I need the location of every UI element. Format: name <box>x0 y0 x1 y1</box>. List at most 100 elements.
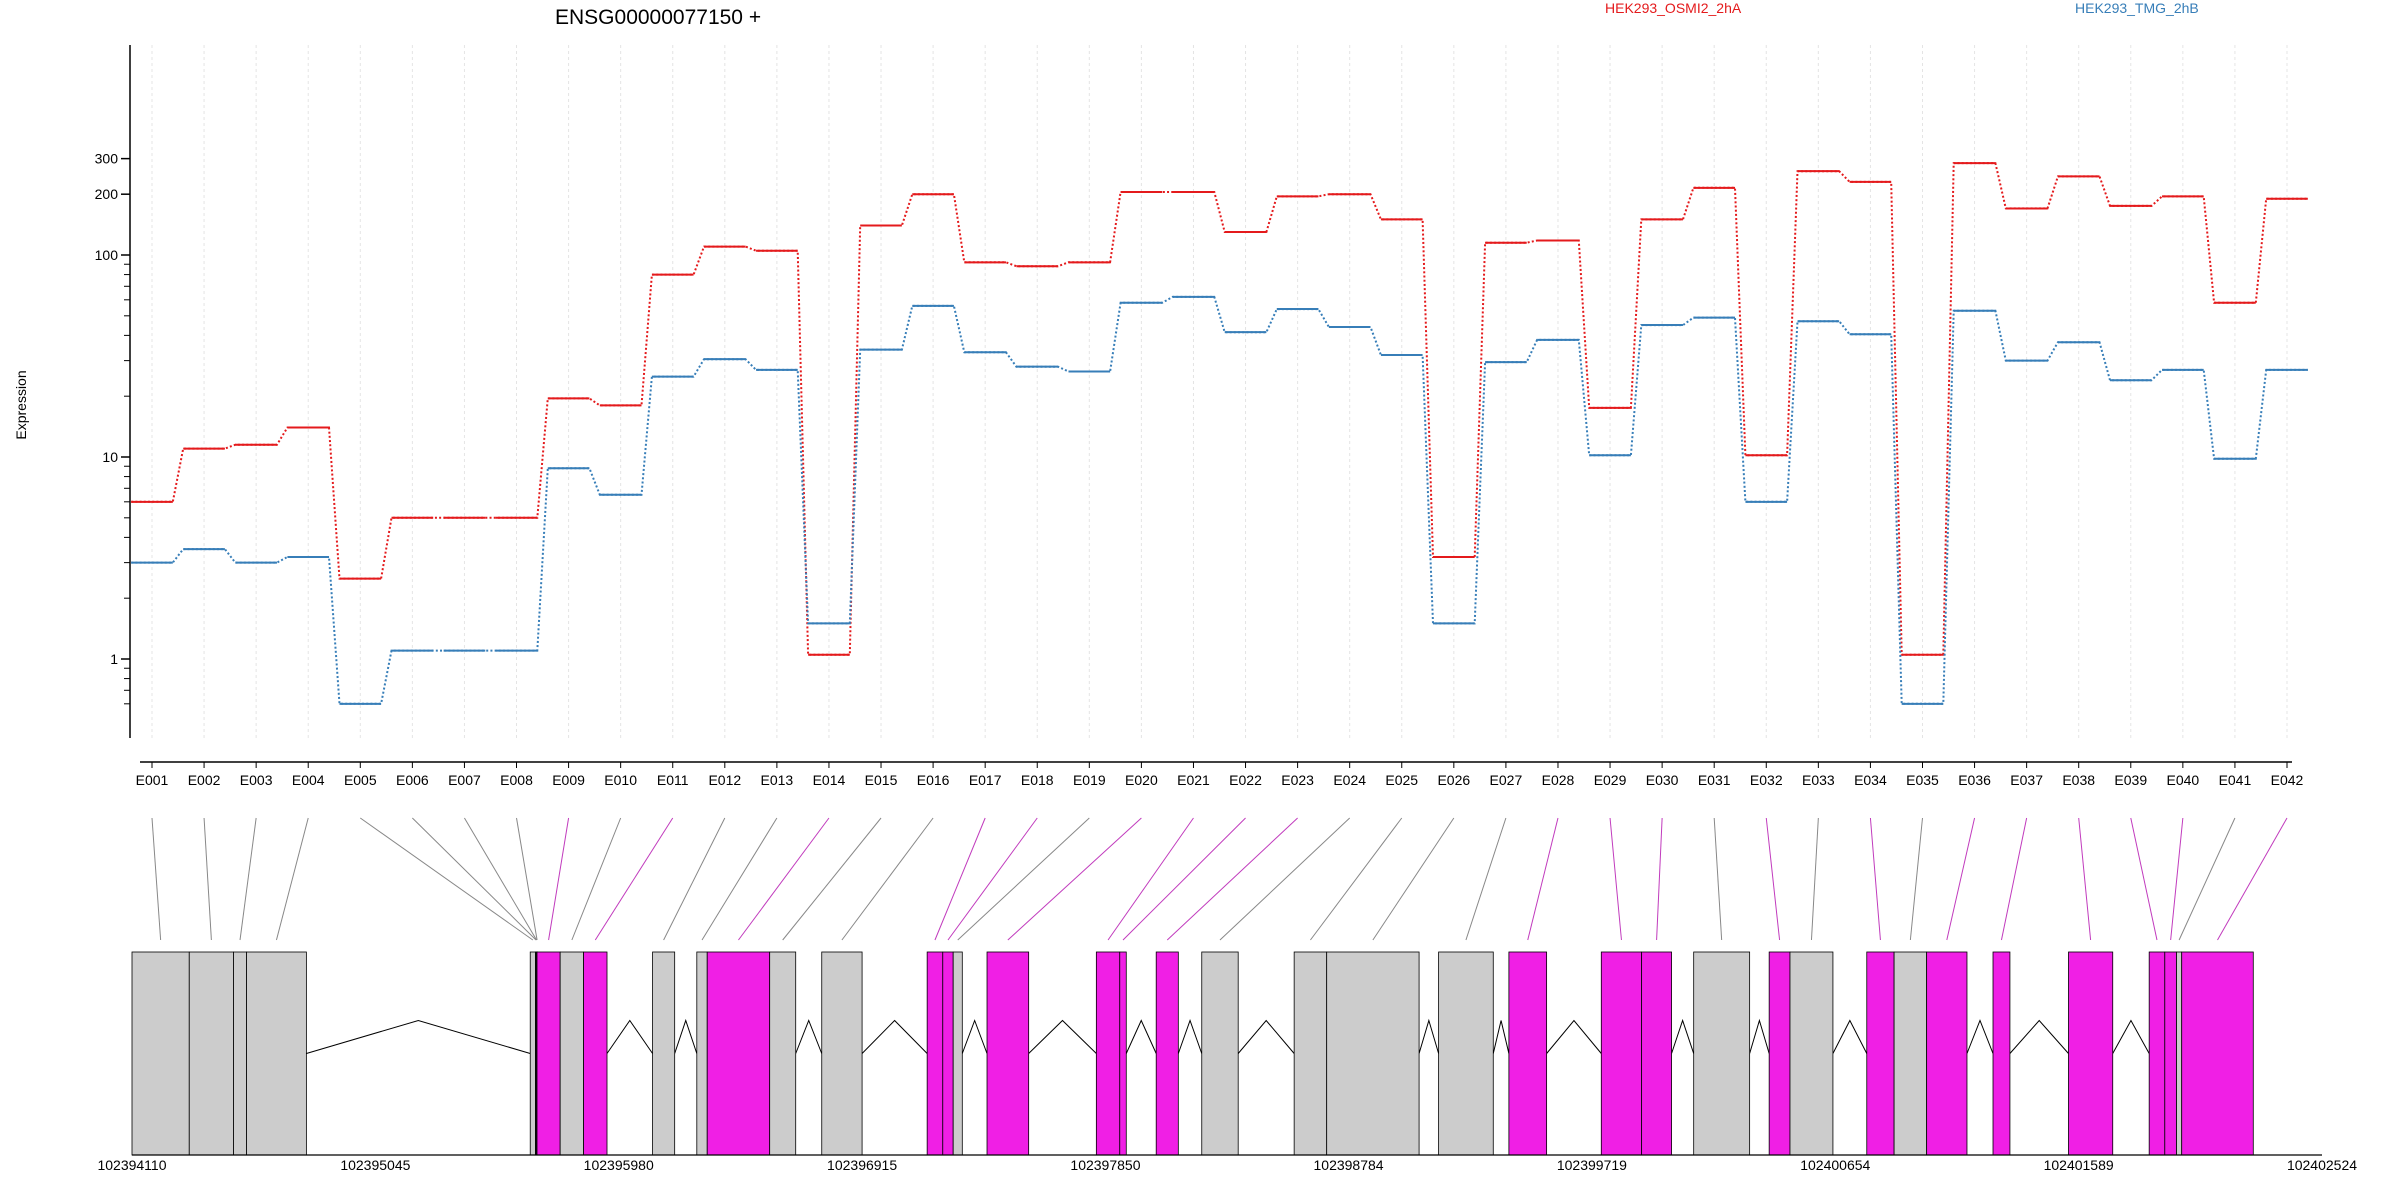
exon-connector <box>1166 817 1298 941</box>
coordinate-label: 102394110 <box>97 1157 166 1173</box>
exon-connector <box>151 817 162 941</box>
x-tick-label: E026 <box>1437 772 1470 788</box>
coordinate-label: 102396915 <box>827 1157 897 1173</box>
x-tick-label: E030 <box>1646 772 1679 788</box>
exon-box <box>1893 951 1928 1156</box>
exon-box <box>2176 951 2183 1156</box>
exon-box <box>1693 951 1751 1156</box>
x-tick-label: E032 <box>1750 772 1783 788</box>
exon-connector <box>1107 817 1194 941</box>
coordinate-label: 102402524 <box>2287 1157 2357 1173</box>
exon-connector <box>947 817 1038 941</box>
y-tick-label: 300 <box>95 151 119 167</box>
exon-connector <box>841 817 934 941</box>
exon-box <box>1326 951 1420 1156</box>
x-tick-label: E005 <box>344 772 377 788</box>
exon-box <box>233 951 247 1156</box>
exon-connector <box>1527 817 1559 941</box>
x-tick-label: E019 <box>1073 772 1106 788</box>
exon-box <box>926 951 944 1156</box>
exon-box <box>696 951 708 1156</box>
exon-connector <box>239 817 257 941</box>
exon-box <box>942 951 954 1156</box>
x-tick-label: E040 <box>2167 772 2200 788</box>
exon-connector <box>1765 817 1781 941</box>
intron-line <box>1177 1019 1203 1054</box>
intron-line <box>2009 1019 2069 1054</box>
intron-line <box>1671 1018 1695 1054</box>
intron-line <box>1418 1018 1440 1054</box>
x-tick-label: E028 <box>1542 772 1575 788</box>
exon-box <box>652 951 676 1156</box>
exon-connector <box>1656 817 1663 941</box>
exon-box <box>131 951 190 1156</box>
intron-line <box>606 1019 653 1054</box>
intron-line <box>306 1019 531 1054</box>
exon-box <box>529 951 536 1156</box>
exon-box <box>2068 951 2114 1156</box>
exon-box <box>1438 951 1494 1156</box>
exon-connector <box>701 817 778 941</box>
x-tick-label: E016 <box>917 772 950 788</box>
exon-connector <box>1713 817 1723 941</box>
x-tick-label: E021 <box>1177 772 1210 788</box>
exon-box <box>1866 951 1895 1156</box>
x-tick-label: E011 <box>657 772 689 788</box>
chart-title: ENSG00000077150 + <box>555 6 761 29</box>
exon-connector <box>934 817 986 941</box>
y-axis: 1 10 100 200 300 <box>95 45 131 738</box>
exon-connector <box>412 817 537 941</box>
coordinate-label: 102401589 <box>2044 1157 2114 1173</box>
exon-box <box>986 951 1030 1156</box>
exon-connector <box>1122 817 1246 941</box>
exon-connector <box>1007 817 1142 941</box>
exon-connector <box>1609 817 1622 941</box>
intron-line <box>1028 1019 1097 1054</box>
x-tick-label: E014 <box>813 772 846 788</box>
coordinate-label: 102399719 <box>1557 1157 1627 1173</box>
exon-connector <box>464 817 537 941</box>
exon-box <box>246 951 307 1156</box>
exon-connector <box>2217 817 2288 941</box>
series-lines <box>131 162 2308 705</box>
legend-entry-osmi2: HEK293_OSMI2_2hA <box>1605 0 1742 16</box>
exon-connector <box>782 817 882 941</box>
intron-line <box>961 1019 988 1054</box>
y-tick-label: 10 <box>102 449 118 465</box>
exon-box <box>2164 951 2177 1156</box>
exon-box <box>1201 951 1239 1156</box>
x-tick-label: E010 <box>604 772 637 788</box>
exon-box <box>536 951 561 1156</box>
exon-connector <box>1372 817 1455 941</box>
exon-connector <box>1219 817 1351 941</box>
coordinate-label: 102398784 <box>1314 1157 1384 1173</box>
intron-line <box>1966 1019 1994 1054</box>
exon-connector <box>2000 817 2028 941</box>
intron-line <box>1749 1018 1770 1054</box>
exon-box <box>583 951 608 1156</box>
exon-connector <box>2170 817 2184 941</box>
x-tick-label: E039 <box>2114 772 2147 788</box>
series-line <box>131 295 2308 705</box>
x-tick-label: E020 <box>1125 772 1158 788</box>
exon-connector <box>2178 817 2236 941</box>
x-tick-label: E009 <box>552 772 585 788</box>
x-tick-label: E012 <box>708 772 741 788</box>
exon-connector <box>2078 817 2092 941</box>
x-tick-label: E035 <box>1906 772 1939 788</box>
x-tick-label: E027 <box>1490 772 1523 788</box>
x-tick-label: E031 <box>1698 772 1731 788</box>
y-tick-label: 200 <box>95 186 119 202</box>
x-tick-label: E013 <box>761 772 794 788</box>
intron-line <box>1832 1019 1868 1054</box>
intron-line <box>861 1019 928 1054</box>
coordinate-label: 102395045 <box>340 1157 410 1173</box>
coordinate-label: 102400654 <box>1800 1157 1870 1173</box>
exon-connector <box>360 817 534 941</box>
legend-entry-tmg: HEK293_TMG_2hB <box>2075 0 2199 16</box>
intron-line <box>1546 1019 1602 1054</box>
y-tick-label: 1 <box>110 651 118 667</box>
exon-connector <box>1310 817 1403 941</box>
exon-box <box>1095 951 1121 1156</box>
